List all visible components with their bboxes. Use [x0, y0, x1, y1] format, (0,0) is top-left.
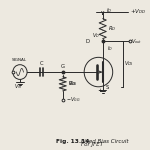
Text: $I_D$: $I_D$	[107, 44, 113, 53]
Text: For JFET: For JFET	[81, 142, 104, 147]
Text: SIGNAL: SIGNAL	[11, 58, 27, 62]
Text: $-V_{GG}$: $-V_{GG}$	[66, 96, 80, 105]
Text: D: D	[86, 39, 90, 44]
Text: $+V_{DD}$: $+V_{DD}$	[130, 7, 146, 16]
Text: Fig. 13.14: Fig. 13.14	[56, 139, 89, 144]
Text: $R_G$: $R_G$	[68, 79, 77, 88]
Text: C: C	[40, 61, 43, 66]
Text: $R_D$: $R_D$	[108, 24, 117, 33]
Text: $V_{DS}$: $V_{DS}$	[124, 60, 134, 68]
Text: $V_{GS}$: $V_{GS}$	[68, 79, 78, 88]
Text: $V_D$: $V_D$	[92, 31, 100, 40]
Text: $V_{out}$: $V_{out}$	[131, 37, 142, 46]
Text: $I_D$: $I_D$	[106, 6, 112, 15]
Text: Fixed Bias Circuit: Fixed Bias Circuit	[81, 139, 129, 144]
Text: $V_{in}$: $V_{in}$	[14, 82, 23, 91]
Text: S: S	[106, 85, 109, 90]
Text: G: G	[61, 64, 65, 69]
Text: +: +	[98, 88, 102, 93]
